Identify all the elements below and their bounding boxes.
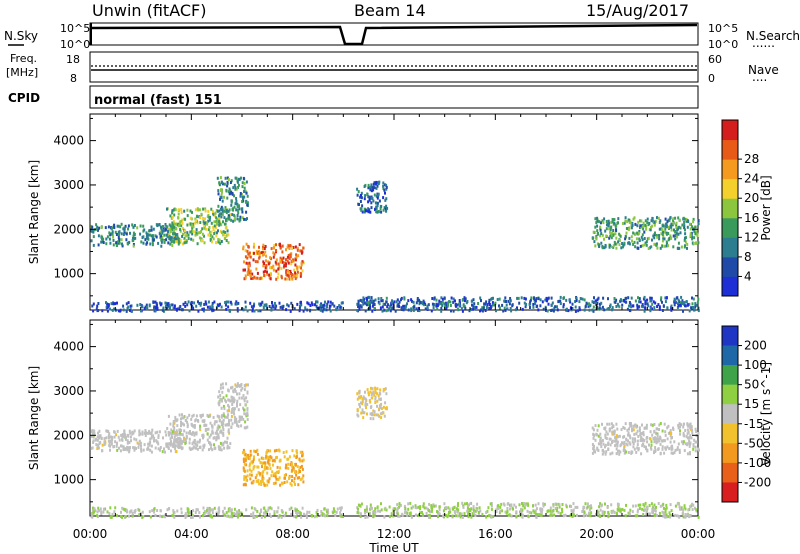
colorbar-swatch	[722, 443, 738, 464]
x-tick-label: 00:00	[73, 527, 108, 541]
colorbar-tick-label: 15	[744, 397, 759, 411]
nsearch-legend: ......	[752, 36, 775, 50]
y-tick-label: 4000	[53, 340, 84, 354]
colorbar-swatch	[722, 365, 738, 386]
colorbar-label: Velocity [m s^-1]	[759, 362, 773, 466]
x-tick-label: 00:00	[681, 527, 716, 541]
y-tick-label: 2000	[53, 222, 84, 236]
x-tick-label: 20:00	[579, 527, 614, 541]
nave-tick-high: 60	[708, 53, 722, 66]
colorbar-swatch	[722, 256, 738, 277]
colorbar-tick-label: 200	[744, 339, 767, 353]
velocity-echo-region	[591, 422, 700, 456]
colorbar-swatch	[722, 326, 738, 347]
colorbar-swatch	[722, 384, 738, 405]
colorbar-tick-label: 24	[744, 172, 759, 186]
x-axis-ticks: 00:00 04:00 08:00 12:00 16:00 20:00 00:00	[73, 527, 716, 541]
station-title: Unwin (fitACF)	[92, 1, 206, 20]
freq-label: Freq.	[10, 52, 37, 65]
date-title: 15/Aug/2017	[586, 1, 689, 20]
power-echo-region	[356, 295, 700, 313]
freq-tick-high: 18	[66, 53, 80, 66]
x-axis-label: Time UT	[368, 541, 419, 554]
velocity-panel: 1000 2000 3000 4000 Slant Range [km]	[27, 319, 700, 519]
cpid-panel-frame	[89, 85, 699, 109]
velocity-echo-region	[216, 382, 249, 430]
colorbar-tick-label: 12	[744, 230, 759, 244]
colorbar-swatch	[722, 345, 738, 366]
colorbar-swatch	[722, 482, 738, 503]
y-tick-label: 1000	[53, 473, 84, 487]
colorbar-label: Power [dB]	[759, 175, 773, 240]
noise-trace	[90, 23, 698, 46]
y-tick-label: 3000	[53, 384, 84, 398]
nsky-label: N.Sky	[4, 29, 38, 43]
colorbar-swatch	[722, 120, 738, 141]
x-tick-label: 08:00	[275, 527, 310, 541]
colorbar-tick-label: 50	[744, 378, 759, 392]
colorbar-tick-label: 28	[744, 152, 759, 166]
colorbar-swatch	[722, 404, 738, 425]
colorbar-tick-label: -200	[744, 475, 771, 489]
nave-tick-low: 0	[708, 72, 715, 85]
power-echo-region	[216, 176, 249, 223]
y-axis-label: Slant Range [km]	[27, 160, 41, 264]
power-echo-region	[90, 222, 181, 248]
y-tick-label: 3000	[53, 178, 84, 192]
colorbar-tick-label: 100	[744, 358, 767, 372]
freq-unit: [MHz]	[6, 66, 38, 79]
y-tick-label: 1000	[53, 267, 84, 281]
velocity-echo-region	[356, 386, 388, 421]
velocity-echo-region	[242, 448, 305, 487]
freq-panel-frame	[89, 51, 699, 83]
power-echo-region	[591, 216, 700, 250]
colorbar-swatch	[722, 462, 738, 483]
velocity-colorbar: 200 100 50 15 -15 -50 -100 -200 Velocity [m s^-1…	[721, 325, 773, 503]
velocity-echo-region	[356, 501, 700, 519]
cpid-value: normal (fast) 151	[94, 93, 222, 108]
colorbar-swatch	[722, 198, 738, 219]
nsearch-label: N.Search	[746, 29, 800, 43]
colorbar-swatch	[722, 237, 738, 258]
power-echo-region	[91, 300, 344, 313]
cpid-label: CPID	[8, 91, 40, 105]
power-echo-region	[242, 242, 305, 281]
colorbar-swatch	[722, 139, 738, 160]
x-tick-label: 16:00	[478, 527, 513, 541]
x-tick-label: 04:00	[174, 527, 209, 541]
y-tick-label: 2000	[53, 428, 84, 442]
y-axis-label: Slant Range [km]	[27, 366, 41, 470]
y-tick-label: 4000	[53, 134, 84, 148]
velocity-echo-region	[90, 506, 344, 519]
nave-label: Nave	[748, 63, 779, 77]
freq-tick-low: 8	[70, 72, 77, 85]
nsky-trace	[90, 23, 698, 46]
colorbar-tick-label: 4	[744, 269, 752, 283]
noise-tick-high-right: 10^5	[708, 22, 738, 35]
velocity-echo-region	[166, 413, 232, 452]
noise-tick-low-right: 10^0	[708, 38, 738, 51]
power-echo-region	[356, 180, 389, 214]
colorbar-tick-label: 16	[744, 211, 759, 225]
colorbar-tick-label: -50	[744, 436, 764, 450]
power-panel: 1000 2000 3000 4000 Slant Range [km]	[27, 113, 700, 313]
x-tick-label: 12:00	[377, 527, 412, 541]
colorbar-swatch	[722, 178, 738, 199]
noise-tick-high-left: 10^5	[60, 22, 90, 35]
noise-tick-low-left: 10^0	[60, 38, 90, 51]
colorbar-swatch	[722, 217, 738, 238]
colorbar-swatch	[722, 276, 738, 297]
colorbar-tick-label: -15	[744, 417, 764, 431]
beam-title: Beam 14	[354, 1, 426, 20]
colorbar-swatch	[722, 423, 738, 444]
nave-legend: ....	[752, 70, 767, 84]
colorbar-tick-label: 8	[744, 250, 752, 264]
colorbar-swatch	[722, 159, 738, 180]
colorbar-tick-label: 20	[744, 191, 759, 205]
colorbar-tick-label: -100	[744, 456, 771, 470]
